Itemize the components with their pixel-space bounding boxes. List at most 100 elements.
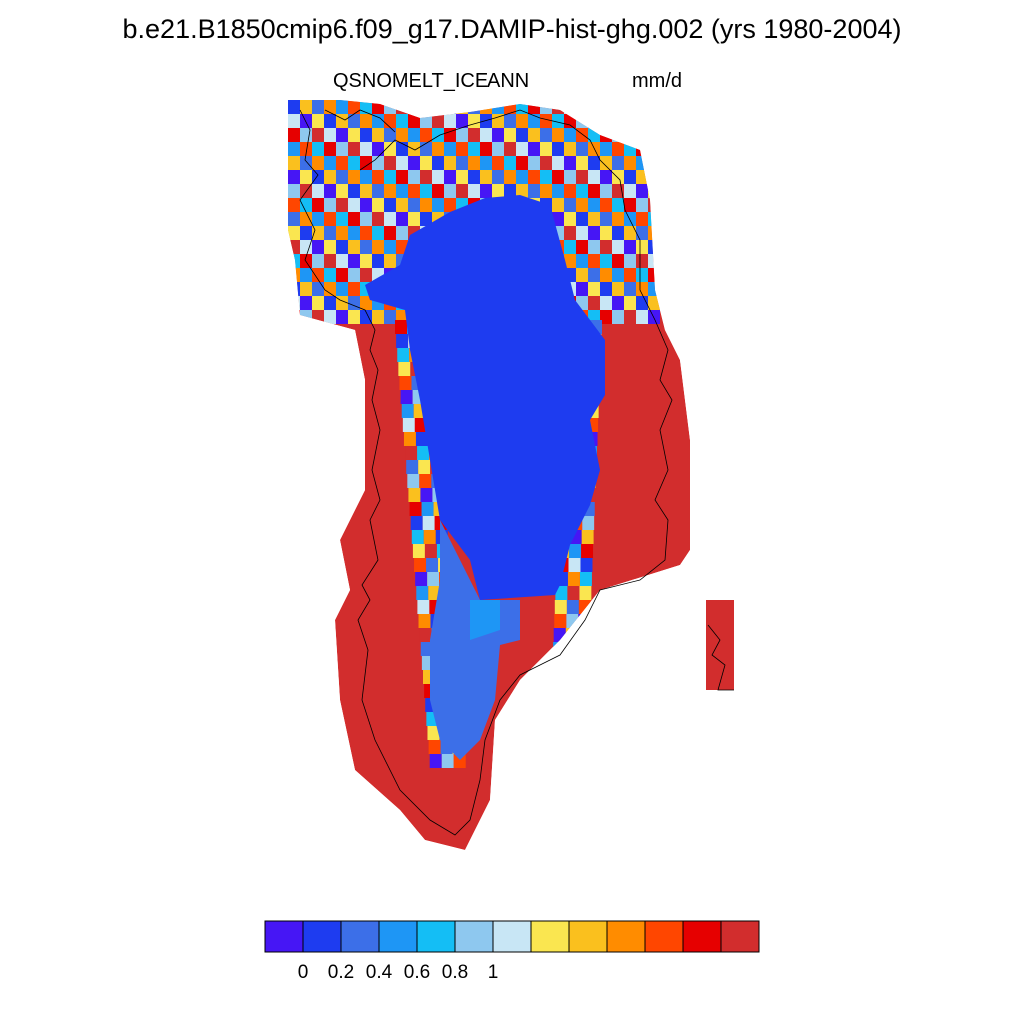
units-label: mm/d xyxy=(632,70,682,92)
transition-cell xyxy=(567,572,580,586)
fringe-cell xyxy=(360,114,372,128)
fringe-cell xyxy=(288,226,300,240)
fringe-cell xyxy=(312,282,324,296)
fringe-cell xyxy=(372,114,384,128)
fringe-cell xyxy=(432,114,444,128)
fringe-cell xyxy=(456,170,468,184)
fringe-cell xyxy=(624,226,636,240)
fringe-cell xyxy=(324,198,336,212)
fringe-cell xyxy=(300,198,312,212)
transition-cell xyxy=(415,572,428,586)
fringe-cell xyxy=(636,198,648,212)
transition-cell xyxy=(399,376,412,390)
fringe-cell xyxy=(300,268,312,282)
fringe-cell xyxy=(384,310,396,324)
fringe-cell xyxy=(624,310,636,324)
fringe-cell xyxy=(552,156,564,170)
fringe-cell xyxy=(600,170,612,184)
fringe-cell xyxy=(600,254,612,268)
fringe-cell xyxy=(360,142,372,156)
fringe-cell xyxy=(588,296,600,310)
fringe-cell xyxy=(300,240,312,254)
fringe-cell xyxy=(408,156,420,170)
fringe-cell xyxy=(600,268,612,282)
fringe-cell xyxy=(324,170,336,184)
fringe-cell xyxy=(324,240,336,254)
fringe-cell xyxy=(564,142,576,156)
fringe-cell xyxy=(372,212,384,226)
fringe-cell xyxy=(600,296,612,310)
transition-cell xyxy=(422,516,435,530)
fringe-cell xyxy=(480,184,492,198)
fringe-cell xyxy=(612,170,624,184)
fringe-cell xyxy=(516,114,528,128)
fringe-cell xyxy=(468,170,480,184)
fringe-cell xyxy=(324,310,336,324)
fringe-cell xyxy=(564,184,576,198)
east-island-cells xyxy=(706,600,734,690)
fringe-cell xyxy=(528,156,540,170)
fringe-cell xyxy=(600,310,612,324)
transition-cell xyxy=(412,544,425,558)
fringe-cell xyxy=(576,226,588,240)
fringe-cell xyxy=(576,240,588,254)
fringe-cell xyxy=(348,240,360,254)
fringe-cell xyxy=(360,128,372,142)
fringe-cell xyxy=(624,170,636,184)
plot-title: b.e21.B1850cmip6.f09_g17.DAMIP-hist-ghg.… xyxy=(122,14,902,44)
fringe-cell xyxy=(408,170,420,184)
fringe-cell xyxy=(552,128,564,142)
transition-cell xyxy=(568,558,581,572)
fringe-cell xyxy=(612,268,624,282)
fringe-cell xyxy=(312,198,324,212)
fringe-cell xyxy=(324,226,336,240)
fringe-cell xyxy=(360,212,372,226)
fringe-cell xyxy=(324,114,336,128)
fringe-cell xyxy=(552,212,564,226)
fringe-cell xyxy=(624,212,636,226)
fringe-cell xyxy=(528,114,540,128)
colorbar-tick-label: 1 xyxy=(487,962,499,983)
colorbar-box xyxy=(606,920,646,953)
fringe-cell xyxy=(588,142,600,156)
fringe-cell xyxy=(372,128,384,142)
fringe-cell xyxy=(552,198,564,212)
fringe-cell xyxy=(504,142,516,156)
fringe-cell xyxy=(336,282,348,296)
fringe-cell xyxy=(624,296,636,310)
fringe-cell xyxy=(312,156,324,170)
coastline-layer xyxy=(299,109,734,836)
fringe-cell xyxy=(540,184,552,198)
fringe-cell xyxy=(360,184,372,198)
coastline-path xyxy=(324,109,396,133)
fringe-cell xyxy=(576,198,588,212)
transition-cell xyxy=(395,320,407,334)
fringe-cell xyxy=(324,254,336,268)
fringe-cell xyxy=(528,184,540,198)
fringe-cell xyxy=(636,254,648,268)
fringe-cell xyxy=(612,212,624,226)
fringe-cell xyxy=(564,254,576,268)
fringe-cell xyxy=(360,156,372,170)
transition-cell xyxy=(415,432,428,446)
colorbar-box xyxy=(644,920,684,953)
fringe-cell xyxy=(540,142,552,156)
fringe-cell xyxy=(336,170,348,184)
fringe-cell xyxy=(456,114,468,128)
fringe-cell xyxy=(480,170,492,184)
transition-cell xyxy=(555,586,568,600)
fringe-cell xyxy=(396,114,408,128)
fringe-cell xyxy=(348,142,360,156)
fringe-cell xyxy=(648,296,660,310)
fringe-cell xyxy=(468,156,480,170)
colorbar-box xyxy=(416,920,456,953)
fringe-cell xyxy=(384,254,396,268)
colorbar-tick-label: 0 xyxy=(297,962,309,983)
fringe-cell xyxy=(600,240,612,254)
fringe-cell xyxy=(576,268,588,282)
fringe-cell xyxy=(324,296,336,310)
fringe-cell xyxy=(612,310,624,324)
transition-cell xyxy=(554,600,567,614)
colorbar-tick-label: 0.6 xyxy=(403,962,431,983)
